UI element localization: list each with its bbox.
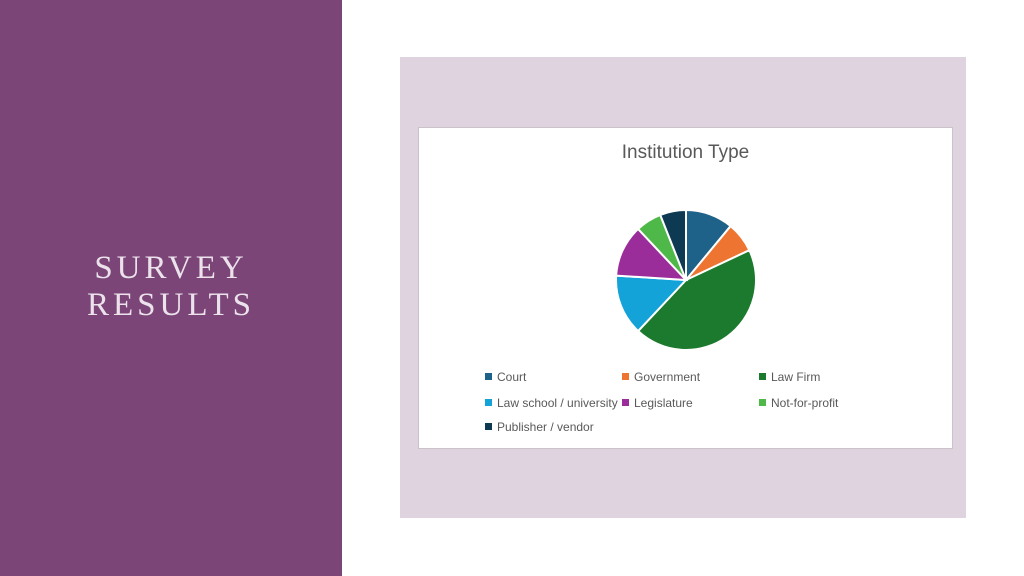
legend-label: Government: [634, 370, 701, 384]
chart-card: Institution Type Court Government Law Firm…: [418, 127, 953, 449]
legend-item: Government: [622, 369, 700, 385]
legend-swatch: [485, 423, 492, 430]
slide-title-line-2: RESULTS: [87, 287, 255, 323]
title-panel: SURVEY RESULTS: [0, 0, 342, 576]
legend-label: Publisher / vendor: [497, 420, 594, 434]
legend-swatch: [759, 399, 766, 406]
pie-slice-publisher-vendor: [658, 208, 687, 281]
slide-title-line-1: SURVEY: [94, 250, 248, 286]
legend-item: Law school / university: [485, 395, 618, 411]
legend-item: Publisher / vendor: [485, 419, 594, 435]
pie-slice-law-school-university: [615, 274, 689, 333]
legend-swatch: [485, 373, 492, 380]
legend-label: Court: [497, 370, 527, 384]
legend-label: Not-for-profit: [771, 396, 839, 410]
legend-item: Not-for-profit: [759, 395, 838, 411]
chart-title: Institution Type: [621, 142, 750, 163]
legend-item: Law Firm: [759, 369, 820, 385]
legend-swatch: [759, 373, 766, 380]
legend-swatch: [485, 399, 492, 406]
legend-label: Legislature: [634, 396, 693, 410]
legend-item: Legislature: [622, 395, 693, 411]
slide-title: SURVEY RESULTS: [0, 250, 342, 324]
legend-label: Law Firm: [771, 370, 821, 384]
pie-slice-law-firm: [636, 248, 757, 351]
legend-label: Law school / university: [497, 396, 618, 410]
pie-chart: [615, 208, 757, 351]
legend-swatch: [622, 399, 629, 406]
legend-swatch: [622, 373, 629, 380]
legend-item: Court: [485, 369, 526, 385]
